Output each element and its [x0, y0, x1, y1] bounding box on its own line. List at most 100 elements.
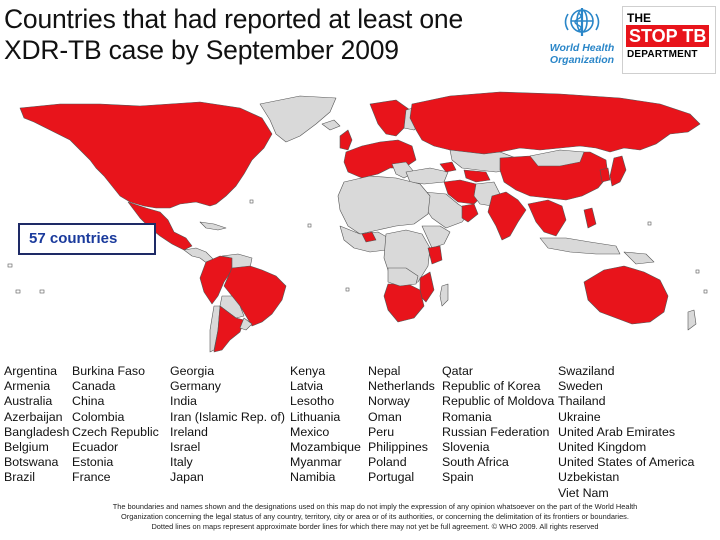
country-name: Argentina — [4, 364, 58, 378]
country-name: South Africa — [442, 455, 509, 470]
country-name: Mexico — [290, 424, 330, 439]
country-name: Ecuador — [72, 440, 119, 455]
country-name: Portugal — [368, 470, 415, 485]
country-name: Ireland — [170, 424, 208, 439]
country-name: Romania — [442, 409, 492, 424]
country-name: United Arab Emirates — [558, 424, 676, 439]
country-name: Netherlands — [368, 379, 435, 394]
country-name: Poland — [368, 455, 407, 470]
country-name: Germany — [170, 379, 221, 394]
country-name: India — [170, 394, 197, 409]
country-list: Argentina Armenia Australia Azerbaijan Bangl… — [4, 364, 716, 500]
country-name: Canada — [72, 379, 116, 394]
greenland — [259, 95, 337, 143]
country-name: Norway — [368, 394, 410, 409]
country-name: Qatar — [442, 364, 473, 378]
country-name: Mozambique — [290, 440, 361, 455]
new-zealand — [687, 309, 697, 331]
country-name: Japan — [170, 470, 204, 485]
country-name: Spain — [442, 470, 474, 485]
cuba — [199, 221, 227, 231]
who-logo-text: World Health Organization — [549, 42, 615, 66]
country-name: Lesotho — [290, 394, 335, 409]
country-name: Sweden — [558, 379, 603, 394]
country-name: Italy — [170, 455, 193, 470]
stop-tb-line3: DEPARTMENT — [627, 49, 698, 60]
country-count-label: 57 countries — [18, 223, 156, 255]
country-name: Armenia — [4, 379, 51, 394]
country-name: Thailand — [558, 394, 606, 409]
north-africa — [337, 175, 431, 235]
country-name: Estonia — [72, 455, 114, 470]
title-line-2: XDR-TB case by September 2009 — [4, 35, 399, 65]
country-name: Israel — [170, 440, 201, 455]
country-column-6: Qatar Republic of Korea Republic of Moldov… — [442, 364, 554, 486]
country-name: Bangladesh — [4, 424, 70, 439]
title-line-1: Countries that had reported at least one — [4, 4, 463, 34]
uzbekistan — [463, 169, 491, 183]
russia — [409, 91, 701, 155]
who-emblem-icon — [564, 8, 600, 36]
country-name: United Kingdom — [558, 440, 647, 455]
country-name: Uzbekistan — [558, 470, 620, 485]
mongolia — [529, 149, 585, 167]
horn-of-africa — [421, 225, 451, 249]
philippines — [583, 207, 597, 229]
australia — [583, 265, 669, 325]
uruguay — [239, 317, 253, 331]
country-name: Lithuania — [290, 409, 341, 424]
madagascar — [439, 283, 449, 307]
country-name: Belgium — [4, 440, 49, 455]
southern-africa — [383, 283, 425, 323]
iceland — [321, 119, 341, 131]
caucasus — [439, 161, 457, 173]
disclaimer: The boundaries and names shown and the d… — [70, 502, 680, 532]
country-name: Ukraine — [558, 409, 601, 424]
country-name: Oman — [368, 409, 402, 424]
country-name: Kenya — [290, 364, 326, 378]
world-map — [7, 91, 708, 353]
southeast-asia — [527, 199, 567, 237]
kenya — [427, 245, 443, 265]
disclaimer-line-2: Organization concerning the legal status… — [121, 512, 629, 521]
japan — [609, 155, 627, 187]
country-name: Georgia — [170, 364, 215, 378]
country-column-1: Argentina Armenia Australia Azerbaijan Bangl… — [4, 364, 69, 486]
country-name: Colombia — [72, 409, 125, 424]
country-name: Philippines — [368, 440, 428, 455]
argentina — [213, 305, 245, 353]
angola-zambia — [387, 267, 419, 287]
north-america-reported — [19, 101, 273, 209]
country-name: Republic of Korea — [442, 379, 541, 394]
stop-tb-logo: THE STOP TB DEPARTMENT — [622, 6, 716, 74]
country-name: Iran (Islamic Rep. of) — [170, 409, 285, 424]
country-name: Czech Republic — [72, 424, 159, 439]
country-column-4: Kenya Latvia Lesotho Lithuania Mexico Mozambi… — [290, 364, 361, 486]
country-name: Botswana — [4, 455, 59, 470]
country-name: Slovenia — [442, 440, 490, 455]
country-name: Republic of Moldova — [442, 394, 555, 409]
disclaimer-line-3: Dotted lines on maps represent approxima… — [151, 522, 599, 531]
country-name: Azerbaijan — [4, 409, 63, 424]
country-name: Nepal — [368, 364, 401, 378]
scandinavia — [369, 99, 411, 137]
country-name: Swaziland — [558, 364, 615, 378]
country-name: Myanmar — [290, 455, 342, 470]
country-name: Latvia — [290, 379, 324, 394]
country-column-3: Georgia Germany India Iran (Islamic Rep. of… — [170, 364, 285, 486]
country-column-2: Burkina Faso Canada China Colombia Czech Rep… — [72, 364, 159, 486]
country-name: Brazil — [4, 470, 35, 485]
papua — [623, 251, 655, 265]
korea — [599, 167, 611, 183]
burkina-faso — [361, 231, 377, 243]
country-name: Russian Federation — [442, 424, 550, 439]
india — [487, 191, 527, 241]
stop-tb-line2: STOP TB — [626, 25, 710, 47]
country-name: Burkina Faso — [72, 364, 146, 378]
country-name: Peru — [368, 424, 395, 439]
country-name: United States of America — [558, 455, 695, 470]
country-name: China — [72, 394, 105, 409]
country-name: France — [72, 470, 111, 485]
country-column-7: Swaziland Sweden Thailand Ukraine United Ara… — [558, 364, 694, 501]
country-name: Australia — [4, 394, 53, 409]
